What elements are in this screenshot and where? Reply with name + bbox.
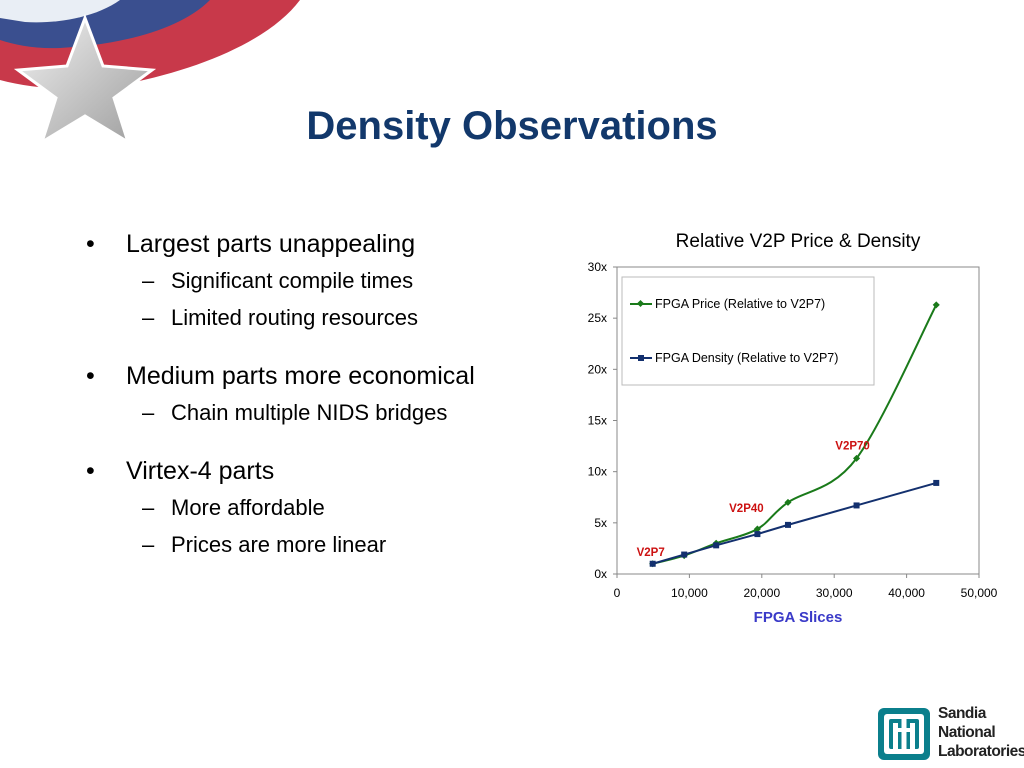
bullet-group: • Largest parts unappealing – Significant … [86, 226, 546, 336]
sub-bullet-item: – Prices are more linear [86, 526, 546, 563]
sub-bullet-dash-icon: – [142, 495, 155, 520]
density-point [754, 531, 761, 538]
x-tick-label: 20,000 [743, 586, 780, 600]
y-tick-label: 25x [588, 311, 607, 325]
y-tick-label: 15x [588, 414, 607, 428]
sub-bullet-dash-icon: – [142, 400, 155, 425]
price-point [853, 454, 861, 462]
price-point [784, 498, 792, 506]
density-point [649, 560, 656, 567]
data-annotation: V2P40 [729, 503, 764, 515]
sub-bullet-dash-icon: – [142, 532, 155, 557]
legend-price-marker-icon [636, 299, 645, 308]
y-tick-label: 10x [588, 465, 607, 479]
sub-bullet-text: Significant compile times [171, 268, 414, 293]
bullet-text: Largest parts unappealing [126, 230, 416, 258]
bullet-dot-icon: • [86, 230, 95, 258]
chart-legend: FPGA Price (Relative to V2P7) FPGA Densi… [621, 276, 875, 386]
bullet-dot-icon: • [86, 362, 95, 390]
logo-text: Sandia National Laboratories [938, 704, 1024, 761]
logo-line: National [938, 724, 996, 741]
logo-line: Sandia [938, 705, 986, 722]
chart-title: Relative V2P Price & Density [676, 231, 921, 252]
sub-bullet-text: Prices are more linear [171, 532, 387, 557]
sub-bullet-item: – More affordable [86, 489, 546, 526]
price-point [753, 525, 761, 533]
y-tick-label: 30x [588, 260, 607, 274]
sub-bullet-item: – Significant compile times [86, 262, 546, 299]
bullet-text: Virtex-4 parts [126, 457, 275, 485]
corner-star-graphic [0, 0, 300, 146]
sub-bullet-text: More affordable [171, 495, 325, 520]
x-tick-label: 40,000 [888, 586, 925, 600]
sub-bullet-dash-icon: – [142, 268, 155, 293]
y-tick-label: 20x [588, 362, 607, 376]
x-tick-label: 10,000 [671, 586, 708, 600]
legend-box [621, 276, 875, 386]
x-tick-label: 30,000 [816, 586, 853, 600]
sandia-thunderbird-icon [878, 708, 930, 760]
sub-bullet-item: – Limited routing resources [86, 299, 546, 336]
bullet-item: • Virtex-4 parts [86, 453, 546, 489]
x-tick-label: 0 [614, 586, 621, 600]
x-tick-label: 50,000 [961, 586, 998, 600]
price-density-chart: Relative V2P Price & Density 0x 5x 10x 15x 2… [588, 231, 998, 626]
legend-price-label: FPGA Price (Relative to V2P7) [655, 297, 825, 311]
legend-density-label: FPGA Density (Relative to V2P7) [655, 351, 838, 365]
data-annotation: V2P70 [835, 440, 870, 452]
data-annotation: V2P7 [637, 547, 665, 559]
density-point [853, 502, 860, 509]
y-tick-label: 5x [594, 516, 607, 530]
slide-title: Density Observations [306, 104, 718, 148]
sub-bullet-text: Limited routing resources [171, 305, 419, 330]
bullet-group: • Virtex-4 parts – More affordable – Prices… [86, 453, 546, 563]
sub-bullet-dash-icon: – [142, 305, 155, 330]
density-point [713, 542, 720, 549]
x-axis-label: FPGA Slices [754, 609, 843, 626]
sandia-logo: Sandia National Laboratories [876, 704, 1024, 764]
y-tick-label: 0x [594, 567, 607, 581]
sub-bullet-item: – Chain multiple NIDS bridges [86, 394, 546, 431]
density-point [681, 551, 688, 558]
density-point [784, 521, 791, 528]
bullet-item: • Largest parts unappealing [86, 226, 546, 262]
bullet-text: Medium parts more economical [126, 362, 475, 390]
bullet-list: • Largest parts unappealing – Significant … [86, 226, 546, 585]
bullet-item: • Medium parts more economical [86, 358, 546, 394]
bullet-dot-icon: • [86, 457, 95, 485]
legend-density-marker-icon [638, 355, 644, 361]
sub-bullet-text: Chain multiple NIDS bridges [171, 400, 448, 425]
density-point [933, 479, 940, 486]
logo-line: Laboratories [938, 743, 1024, 760]
bullet-group: • Medium parts more economical – Chain mul… [86, 358, 546, 431]
